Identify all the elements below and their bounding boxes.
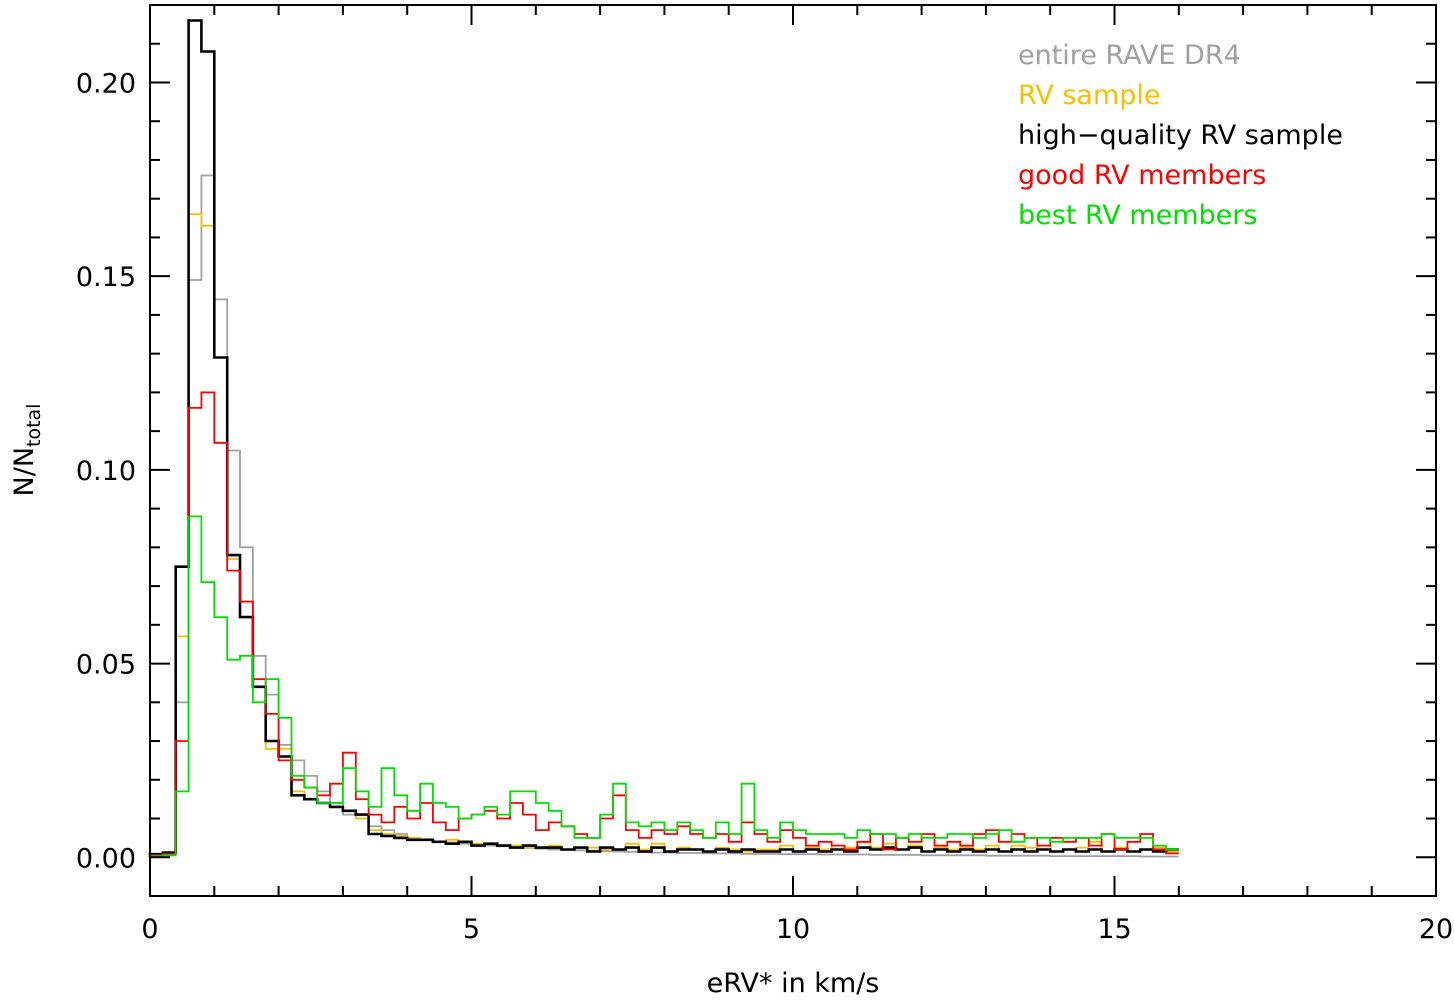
y-axis-title-subscript: total [23, 404, 45, 447]
x-axis-title: eRV* in km/s [707, 968, 880, 999]
x-tick-label: 20 [1419, 914, 1453, 945]
legend-entry-3: good RV members [1018, 160, 1266, 191]
legend-entry-1: RV sample [1018, 80, 1161, 111]
legend: entire RAVE DR4 RV sample high−quality RV … [1018, 40, 1343, 231]
x-tick-label: 5 [463, 914, 480, 945]
plot-frame [149, 4, 1437, 897]
legend-entry-2: high−quality RV sample [1018, 120, 1343, 151]
legend-entry-0: entire RAVE DR4 [1018, 40, 1241, 71]
series-line-4 [149, 515, 1179, 858]
y-tick-label: 0.00 [76, 843, 136, 874]
x-tick-label: 0 [141, 914, 158, 945]
y-tick-label: 0.10 [76, 456, 136, 487]
y-axis-title-main: N/N [9, 447, 40, 497]
y-tick-label: 0.20 [76, 68, 136, 99]
series-layer [148, 19, 1179, 858]
x-tick-label: 10 [776, 914, 810, 945]
y-axis-title: N/Ntotal [9, 404, 45, 497]
x-tick-label: 15 [1097, 914, 1131, 945]
y-tick-label: 0.15 [76, 262, 136, 293]
labels-layer: 0 5 10 15 20 0.00 0.05 0.10 0.15 0.20 [76, 68, 1453, 945]
y-tick-label: 0.05 [76, 650, 136, 681]
ticks-layer [149, 4, 1437, 896]
legend-entry-4: best RV members [1018, 200, 1257, 231]
